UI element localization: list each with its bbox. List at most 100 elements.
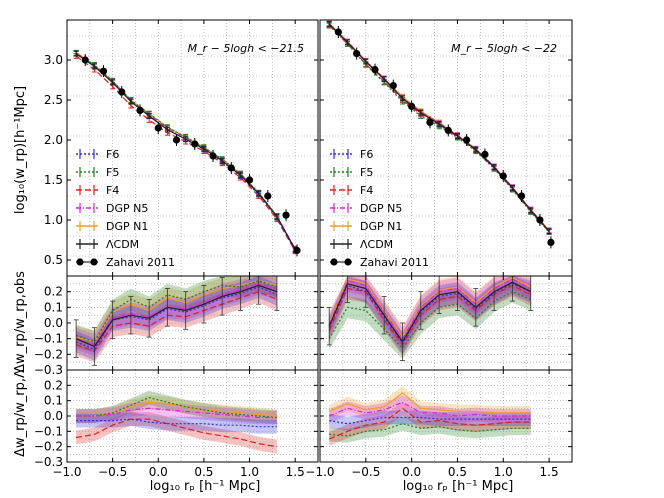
observed-point <box>227 164 235 172</box>
legend-label-observed: Zahavi 2011 <box>106 256 175 269</box>
ratio-lcdm-line-f5 <box>76 396 277 419</box>
axes-frame <box>66 19 319 277</box>
y-tick-label: −0.3 <box>34 363 63 377</box>
y-tick-label: 1.5 <box>44 173 63 187</box>
ratio-lcdm-line-n5 <box>328 401 531 417</box>
observed-point <box>172 136 181 144</box>
observed-point <box>293 246 301 254</box>
y-tick-label: 0.2 <box>44 378 63 392</box>
ratio-obs-line-lcdm <box>328 281 532 343</box>
band-lcdm-f4 <box>76 412 277 454</box>
legend-label-n5: DGP N5 <box>106 202 148 215</box>
observed-point <box>536 216 544 224</box>
legend-label-observed: Zahavi 2011 <box>360 256 429 269</box>
text-layer: 0.51.01.52.02.53.0−0.3−0.2−0.10.00.10.2−… <box>34 53 559 479</box>
legend-label-n1: DGP N1 <box>106 220 148 233</box>
legend-label-n5: DGP N5 <box>360 202 402 215</box>
ratio-obs-line-f4 <box>328 284 532 346</box>
ratio-obs-line-f6 <box>328 283 532 345</box>
band-obs-f4 <box>329 276 531 356</box>
observed-point <box>408 102 416 110</box>
observed-point <box>444 126 452 134</box>
observed-point <box>547 238 555 246</box>
y-tick-label: 0.2 <box>44 285 63 299</box>
x-tick-label: 0.5 <box>194 465 213 479</box>
y-tick-label: 1.0 <box>44 213 63 227</box>
x-tick-label: −1.0 <box>52 465 81 479</box>
legend-label-f6: F6 <box>106 148 119 161</box>
observed-point <box>118 88 126 96</box>
x-tick-label: 0.0 <box>149 465 168 479</box>
x-tick-label: 0.5 <box>448 465 467 479</box>
observed-point <box>426 118 434 126</box>
y-tick-label: −0.2 <box>34 347 63 361</box>
legend-label-f5: F5 <box>360 166 373 179</box>
band-lcdm-f4 <box>329 401 531 446</box>
band-obs-f4 <box>76 280 277 363</box>
observed-point <box>282 211 290 219</box>
y-tick-label: 0.5 <box>44 253 63 267</box>
observed-point <box>264 192 272 200</box>
ratio-obs-line-n5 <box>328 278 532 340</box>
y-tick-label: 2.0 <box>44 133 63 147</box>
band-obs-f5 <box>329 280 531 359</box>
legend-label-lcdm: ΛCDM <box>106 238 139 251</box>
x-tick-label: −0.5 <box>351 465 380 479</box>
tick-layer <box>66 20 572 463</box>
legend-label-f6: F6 <box>360 148 373 161</box>
legend-label-f4: F4 <box>360 184 373 197</box>
observed-point <box>81 56 89 64</box>
y-tick-label: 0.1 <box>44 300 63 314</box>
y-tick-label: 0.0 <box>44 409 63 423</box>
y-tick-label: 0.1 <box>44 394 63 408</box>
ratio-lcdm-line-f6 <box>76 418 277 428</box>
x-tick-label: −1.0 <box>305 465 334 479</box>
x-tick-label: −0.5 <box>98 465 127 479</box>
observed-point <box>389 82 397 90</box>
ratio-lcdm-line-f6 <box>329 416 531 425</box>
panel-title-left: M_r − 5logh < −21.5 <box>188 42 304 55</box>
ratio-lcdm-line-n1 <box>328 392 531 414</box>
x-tick-label: 1.5 <box>286 465 305 479</box>
ratio-lcdm-line-n5 <box>76 407 277 419</box>
y-tick-label: −0.2 <box>34 440 63 454</box>
x-tick-label: 1.0 <box>494 465 513 479</box>
ratio-obs-line-f4 <box>75 291 278 352</box>
observed-point <box>209 152 217 160</box>
x-tick-label: 0.0 <box>402 465 421 479</box>
ratio-obs-line-f5 <box>328 291 532 350</box>
observed-point <box>154 124 162 132</box>
observed-point <box>463 136 471 144</box>
observed-point <box>499 172 507 180</box>
band-obs-f6 <box>329 276 531 355</box>
ratio-obs-line-lcdm <box>75 284 278 348</box>
x-tick-label: 1.5 <box>540 465 559 479</box>
ratio-obs-line-f5 <box>75 280 278 343</box>
observed-point <box>99 67 108 75</box>
ratio-obs-line-n1 <box>328 276 532 339</box>
ratio-lcdm-line-f4 <box>328 407 531 440</box>
x-axis-label-left: log₁₀ rₚ [h⁻¹ Mpc] <box>150 479 261 494</box>
y-tick-label: 2.5 <box>44 93 63 107</box>
observed-point <box>481 150 489 158</box>
observed-point <box>371 66 379 74</box>
y-tick-label: −0.1 <box>34 424 63 438</box>
observed-point <box>518 192 526 200</box>
ratio-obs-line-n1 <box>75 280 278 343</box>
line-layer <box>73 20 555 448</box>
legend-label-lcdm: ΛCDM <box>360 238 393 251</box>
legend-label-f4: F4 <box>106 184 119 197</box>
ratio-lcdm-line-f4 <box>75 418 278 448</box>
observed-point <box>334 28 342 36</box>
x-tick-label: 1.0 <box>240 465 259 479</box>
legend-label-n1: DGP N1 <box>360 220 402 233</box>
y-axis-label-middle: Δw_rp/w_rp,obs <box>13 271 28 373</box>
axes-frame <box>319 19 573 277</box>
observed-point <box>136 106 144 114</box>
y-axis-label-bottom: Δw_rp/w_rp,Λ <box>13 369 28 457</box>
y-tick-label: −0.1 <box>34 332 63 346</box>
observed-point <box>245 176 254 184</box>
band-layer <box>76 276 531 454</box>
y-axis-label-top: log₁₀(w_rp)[h⁻¹Mpc] <box>13 86 28 214</box>
observed-point <box>353 50 361 58</box>
